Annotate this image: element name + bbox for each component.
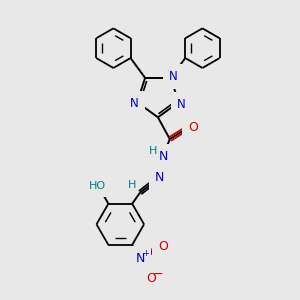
Text: N: N xyxy=(159,150,169,164)
Text: H: H xyxy=(128,180,136,190)
Text: +: + xyxy=(142,249,149,258)
Text: N: N xyxy=(155,171,165,184)
Text: −: − xyxy=(153,268,163,281)
Text: N: N xyxy=(135,252,145,265)
Text: O: O xyxy=(158,240,168,253)
Text: N: N xyxy=(169,70,178,83)
Text: O: O xyxy=(189,121,199,134)
Text: O: O xyxy=(146,272,156,285)
Text: N: N xyxy=(177,98,186,111)
Text: H: H xyxy=(149,146,157,156)
Text: N: N xyxy=(130,97,139,110)
Text: HO: HO xyxy=(89,181,106,191)
